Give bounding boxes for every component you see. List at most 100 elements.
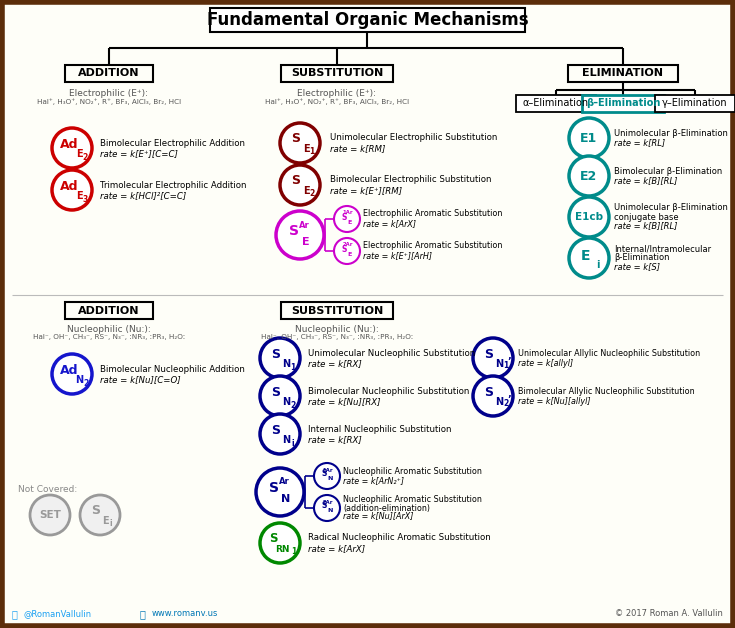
Text: Ar: Ar bbox=[279, 477, 290, 487]
Text: Bimolecular Nucleophilic Substitution: Bimolecular Nucleophilic Substitution bbox=[308, 386, 470, 396]
Text: Trimolecular Electrophilic Addition: Trimolecular Electrophilic Addition bbox=[100, 180, 246, 190]
Text: Ar: Ar bbox=[298, 220, 309, 229]
Text: 📷: 📷 bbox=[140, 609, 146, 619]
Text: S: S bbox=[341, 212, 347, 222]
Text: Unimolecular Nucleophilic Substitution: Unimolecular Nucleophilic Substitution bbox=[308, 349, 476, 357]
Text: N: N bbox=[282, 494, 290, 504]
Text: Hal⁻, OH⁻, CH₃⁻, RS⁻, N₃⁻, :NR₃, :PR₃, H₂O:: Hal⁻, OH⁻, CH₃⁻, RS⁻, N₃⁻, :NR₃, :PR₃, H… bbox=[33, 334, 185, 340]
Text: Nucleophilic (Nu:):: Nucleophilic (Nu:): bbox=[295, 325, 379, 334]
Text: S: S bbox=[292, 133, 301, 146]
Text: rate = k[RM]: rate = k[RM] bbox=[330, 144, 385, 153]
Text: ADDITION: ADDITION bbox=[78, 68, 140, 78]
Text: i: i bbox=[292, 438, 294, 448]
Text: Electrophilic Aromatic Substitution: Electrophilic Aromatic Substitution bbox=[363, 242, 503, 251]
Text: ’: ’ bbox=[507, 357, 511, 367]
Text: Unimolecular Allylic Nucleophilic Substitution: Unimolecular Allylic Nucleophilic Substi… bbox=[518, 349, 700, 357]
Text: Electrophilic (E⁺):: Electrophilic (E⁺): bbox=[70, 89, 148, 98]
Text: S: S bbox=[341, 244, 347, 254]
Circle shape bbox=[569, 197, 609, 237]
Text: (addition-elimination): (addition-elimination) bbox=[343, 504, 430, 512]
Text: E1: E1 bbox=[581, 131, 598, 144]
Text: Ad: Ad bbox=[60, 180, 78, 193]
Text: i: i bbox=[596, 260, 600, 270]
Circle shape bbox=[314, 495, 340, 521]
Text: rate = k[Nu][allyl]: rate = k[Nu][allyl] bbox=[518, 396, 590, 406]
Text: ADDITION: ADDITION bbox=[78, 305, 140, 315]
Text: rate = k[HCl]²[C=C]: rate = k[HCl]²[C=C] bbox=[100, 192, 186, 200]
Text: Not Covered:: Not Covered: bbox=[18, 485, 77, 494]
Text: © 2017 Roman A. Vallulin: © 2017 Roman A. Vallulin bbox=[615, 610, 723, 619]
Text: rate = k[allyl]: rate = k[allyl] bbox=[518, 359, 573, 367]
Text: SET: SET bbox=[39, 510, 61, 520]
Text: E1cb: E1cb bbox=[575, 212, 603, 222]
Text: 🐦: 🐦 bbox=[12, 609, 18, 619]
Text: i: i bbox=[110, 519, 112, 529]
Text: N: N bbox=[327, 509, 333, 514]
Circle shape bbox=[52, 354, 92, 394]
Text: Electrophilic (E⁺):: Electrophilic (E⁺): bbox=[298, 89, 376, 98]
Circle shape bbox=[334, 206, 360, 232]
Text: E: E bbox=[101, 516, 108, 526]
Text: ’: ’ bbox=[507, 395, 511, 405]
Text: rate = k[ArX]: rate = k[ArX] bbox=[363, 220, 416, 229]
Text: S: S bbox=[289, 224, 299, 238]
Text: S: S bbox=[484, 347, 493, 360]
Text: conjugate base: conjugate base bbox=[614, 212, 678, 222]
Text: ELIMINATION: ELIMINATION bbox=[583, 68, 664, 78]
Text: N: N bbox=[327, 477, 333, 482]
Text: rate = k[B][RL]: rate = k[B][RL] bbox=[614, 176, 678, 185]
Text: Fundamental Organic Mechanisms: Fundamental Organic Mechanisms bbox=[207, 11, 528, 29]
Text: E: E bbox=[303, 186, 309, 196]
Text: rate = k[RL]: rate = k[RL] bbox=[614, 139, 665, 148]
Text: Unimolecular Electrophilic Substitution: Unimolecular Electrophilic Substitution bbox=[330, 134, 498, 143]
Text: Unimolecular β-Elimination: Unimolecular β-Elimination bbox=[614, 203, 728, 212]
Text: rate = k[Nu][RX]: rate = k[Nu][RX] bbox=[308, 398, 381, 406]
Circle shape bbox=[260, 414, 300, 454]
Text: β–Elimination: β–Elimination bbox=[586, 99, 660, 109]
Text: Unimolecular β-Elimination: Unimolecular β-Elimination bbox=[614, 129, 728, 138]
Circle shape bbox=[473, 376, 513, 416]
Text: Bimolecular Electrophilic Substitution: Bimolecular Electrophilic Substitution bbox=[330, 175, 492, 185]
Circle shape bbox=[569, 156, 609, 196]
Text: N: N bbox=[282, 397, 290, 407]
Text: E2: E2 bbox=[581, 170, 598, 183]
FancyBboxPatch shape bbox=[210, 8, 525, 32]
Text: α–Elimination: α–Elimination bbox=[523, 99, 589, 109]
Text: rate = k[B][RL]: rate = k[B][RL] bbox=[614, 222, 678, 230]
Text: 1: 1 bbox=[291, 548, 297, 556]
Text: 2: 2 bbox=[83, 379, 89, 387]
Text: 1: 1 bbox=[290, 362, 295, 372]
Text: E: E bbox=[348, 220, 352, 224]
Text: Nucleophilic Aromatic Substitution: Nucleophilic Aromatic Substitution bbox=[343, 495, 482, 504]
Text: N: N bbox=[495, 397, 503, 407]
Circle shape bbox=[52, 128, 92, 168]
Text: rate = k[S]: rate = k[S] bbox=[614, 263, 660, 271]
Text: 3: 3 bbox=[82, 195, 87, 203]
Circle shape bbox=[260, 338, 300, 378]
Text: Bimolecular β-Elimination: Bimolecular β-Elimination bbox=[614, 166, 723, 175]
FancyBboxPatch shape bbox=[582, 95, 664, 112]
Text: Bimolecular Electrophilic Addition: Bimolecular Electrophilic Addition bbox=[100, 139, 245, 148]
Text: Ad: Ad bbox=[60, 364, 78, 377]
Text: Hal⁺, H₃O⁺, NO₂⁺, R⁺, BF₃, AlCl₃, Br₂, HCl: Hal⁺, H₃O⁺, NO₂⁺, R⁺, BF₃, AlCl₃, Br₂, H… bbox=[37, 98, 181, 105]
Text: rate = k[ArX]: rate = k[ArX] bbox=[308, 544, 365, 553]
Text: rate = k[RX]: rate = k[RX] bbox=[308, 359, 362, 369]
Text: β-Elimination: β-Elimination bbox=[614, 254, 670, 263]
Text: rate = k[ArN₂⁺]: rate = k[ArN₂⁺] bbox=[343, 477, 404, 485]
Text: Hal⁺, H₃O⁺, NO₂⁺, R⁺, BF₃, AlCl₃, Br₂, HCl: Hal⁺, H₃O⁺, NO₂⁺, R⁺, BF₃, AlCl₃, Br₂, H… bbox=[265, 98, 409, 105]
Circle shape bbox=[473, 338, 513, 378]
Text: 2Ar: 2Ar bbox=[323, 499, 333, 504]
Text: 1: 1 bbox=[309, 148, 315, 156]
Text: rate = k[E⁺][ArH]: rate = k[E⁺][ArH] bbox=[363, 251, 432, 261]
Circle shape bbox=[280, 165, 320, 205]
Text: S: S bbox=[271, 423, 281, 436]
Text: S: S bbox=[484, 386, 493, 399]
FancyBboxPatch shape bbox=[655, 95, 735, 112]
Text: @RomanVallulin: @RomanVallulin bbox=[24, 610, 92, 619]
Circle shape bbox=[280, 123, 320, 163]
Text: Hal⁻, OH⁻, CH₃⁻, RS⁻, N₃⁻, :NR₃, :PR₃, H₂O:: Hal⁻, OH⁻, CH₃⁻, RS⁻, N₃⁻, :NR₃, :PR₃, H… bbox=[261, 334, 413, 340]
Circle shape bbox=[276, 211, 324, 259]
Text: Nucleophilic Aromatic Substitution: Nucleophilic Aromatic Substitution bbox=[343, 467, 482, 475]
Circle shape bbox=[334, 238, 360, 264]
Circle shape bbox=[80, 495, 120, 535]
